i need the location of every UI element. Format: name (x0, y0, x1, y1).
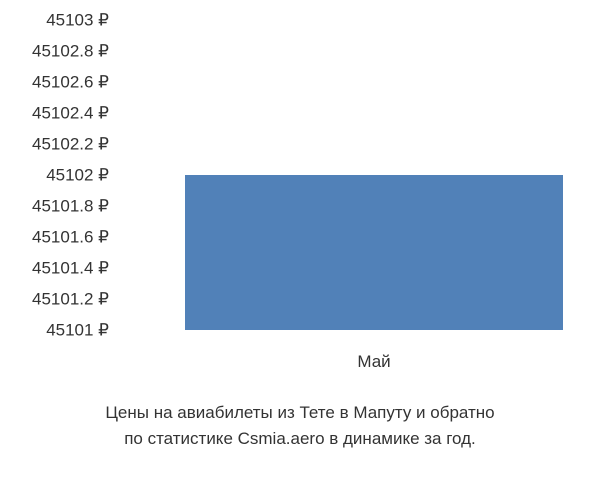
y-tick: 45102.8 ₽ (0, 43, 115, 60)
caption-line: Цены на авиабилеты из Тете в Мапуту и об… (0, 400, 600, 426)
y-tick: 45102.2 ₽ (0, 136, 115, 153)
y-tick: 45101.2 ₽ (0, 291, 115, 308)
bar-may (185, 175, 563, 330)
y-tick: 45102 ₽ (0, 167, 115, 184)
y-tick: 45101 ₽ (0, 322, 115, 339)
y-tick: 45101.4 ₽ (0, 260, 115, 277)
chart-caption: Цены на авиабилеты из Тете в Мапуту и об… (0, 400, 600, 451)
y-tick: 45102.6 ₽ (0, 74, 115, 91)
y-tick: 45101.8 ₽ (0, 198, 115, 215)
x-axis-label-may: Май (357, 352, 390, 372)
price-chart: 45103 ₽ 45102.8 ₽ 45102.6 ₽ 45102.4 ₽ 45… (0, 0, 600, 500)
y-tick: 45101.6 ₽ (0, 229, 115, 246)
y-tick: 45103 ₽ (0, 12, 115, 29)
caption-line: по статистике Csmia.aero в динамике за г… (0, 426, 600, 452)
y-tick: 45102.4 ₽ (0, 105, 115, 122)
